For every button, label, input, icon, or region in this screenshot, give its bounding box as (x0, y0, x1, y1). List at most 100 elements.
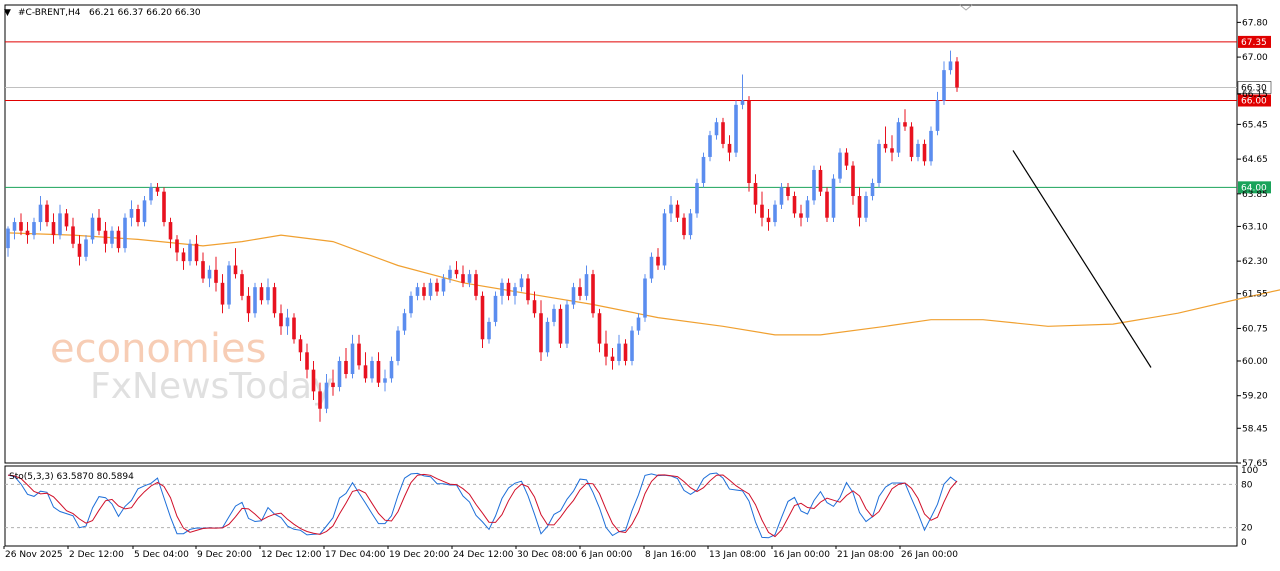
candle (545, 317, 550, 357)
candle-body (773, 204, 777, 223)
candle (636, 313, 641, 335)
main-plot-frame (4, 4, 1238, 464)
candle-body (272, 287, 277, 314)
candle-body (643, 278, 647, 318)
x-tick-label: 2 Dec 12:00 (69, 550, 124, 560)
candle (240, 269, 244, 301)
candle-body (753, 182, 758, 205)
candle (272, 282, 277, 318)
candle-body (565, 304, 569, 344)
candle (513, 282, 517, 305)
candle (844, 148, 849, 170)
candle (64, 209, 69, 231)
candle-body (636, 317, 641, 331)
candle (292, 313, 296, 344)
candle (909, 122, 914, 162)
candle-body (747, 100, 751, 183)
candle-body (792, 196, 797, 214)
candle (259, 282, 264, 305)
candle-body (812, 169, 816, 201)
candle-body (370, 360, 374, 379)
candle (896, 117, 901, 157)
candle (591, 269, 595, 318)
level-tag (1238, 94, 1271, 107)
candle-body (428, 282, 433, 296)
shift-marker-icon[interactable] (959, 4, 973, 11)
candle (942, 61, 946, 105)
candle (903, 109, 907, 131)
candle (760, 191, 764, 227)
candle (58, 204, 62, 240)
candle-body (844, 152, 849, 166)
candle (253, 282, 257, 318)
stoch-level-label: 20 (1241, 524, 1253, 534)
candle (136, 204, 140, 227)
candle (441, 274, 446, 296)
candle (370, 356, 374, 383)
candle (32, 217, 36, 240)
candle-body (285, 317, 290, 327)
level-tag (1238, 35, 1271, 48)
menu-triangle-icon[interactable]: ▼ (4, 8, 11, 18)
candle-body (721, 122, 725, 144)
candle-body (760, 204, 764, 218)
candle-body (266, 287, 270, 301)
candle (279, 304, 283, 335)
candle-body (181, 252, 186, 262)
x-tick-label: 13 Jan 08:00 (709, 550, 766, 560)
candle-body (188, 243, 192, 262)
candle (831, 174, 836, 223)
candle (792, 191, 797, 218)
candle-body (220, 282, 225, 305)
candle-body (935, 100, 940, 131)
candle-body (851, 165, 855, 197)
trendline[interactable] (1012, 150, 1152, 368)
candle-body (604, 343, 608, 357)
candle-body (786, 187, 790, 197)
ohlc-readout: 66.21 66.37 66.20 66.30 (89, 8, 201, 18)
candle (682, 213, 686, 240)
candle-body (435, 282, 439, 292)
candle-body (519, 278, 524, 288)
candle-body (597, 313, 602, 344)
candle-body (714, 122, 719, 136)
candle-body (617, 343, 621, 361)
candle (727, 135, 732, 162)
x-tick-label: 30 Dec 08:00 (517, 550, 578, 560)
candle (929, 126, 933, 166)
candle-body (467, 274, 472, 283)
candle-body (461, 274, 465, 283)
candle (805, 196, 810, 223)
moving-average-line (7, 232, 1280, 336)
candle (825, 187, 829, 223)
candle-body (896, 122, 901, 153)
candle-body (396, 330, 400, 361)
x-tick-label: 21 Jan 08:00 (837, 550, 894, 560)
candle (6, 226, 10, 257)
candle-body (955, 61, 959, 88)
candle (129, 200, 134, 227)
candle-body (825, 191, 829, 218)
candle (363, 352, 368, 383)
candle (870, 178, 875, 201)
candle (766, 209, 771, 231)
candle (77, 235, 82, 266)
candle-body (129, 209, 134, 218)
watermark-economies: economies (50, 326, 266, 372)
candle (506, 278, 511, 301)
candle-body (818, 169, 823, 192)
candle (597, 308, 602, 353)
candle (883, 126, 888, 153)
candle-body (539, 313, 543, 353)
candle-body (903, 122, 907, 127)
candle-body (389, 360, 394, 379)
stoch-level-label: 80 (1241, 480, 1253, 490)
candle (266, 278, 270, 305)
watermark: economies FxNewsToday (50, 326, 333, 407)
candle (584, 265, 589, 301)
candle-body (454, 269, 459, 275)
candle-body (25, 230, 30, 236)
x-tick-label: 16 Jan 00:00 (773, 550, 830, 560)
